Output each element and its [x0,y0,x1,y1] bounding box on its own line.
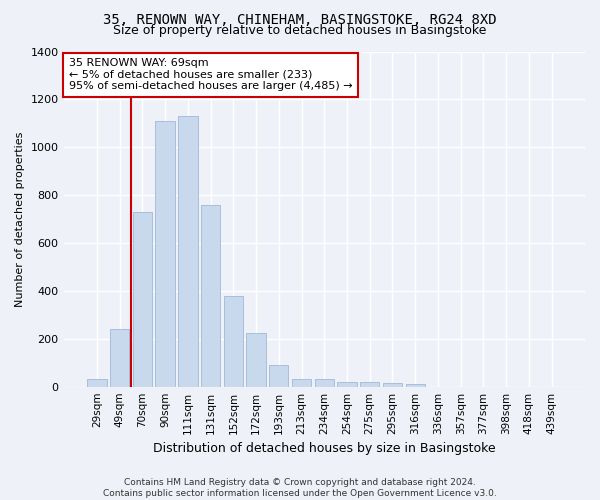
Bar [133,212,152,386]
Bar [383,383,402,386]
Bar [292,380,311,386]
Text: 35 RENOWN WAY: 69sqm
← 5% of detached houses are smaller (233)
95% of semi-detac: 35 RENOWN WAY: 69sqm ← 5% of detached ho… [69,58,352,92]
Text: Contains HM Land Registry data © Crown copyright and database right 2024.
Contai: Contains HM Land Registry data © Crown c… [103,478,497,498]
Text: Size of property relative to detached houses in Basingstoke: Size of property relative to detached ho… [113,24,487,37]
Bar [87,380,107,386]
Bar [360,382,379,386]
Bar [155,121,175,386]
Bar [110,329,130,386]
Bar [178,116,197,386]
Y-axis label: Number of detached properties: Number of detached properties [15,132,25,307]
Bar [224,296,243,386]
Bar [406,384,425,386]
Bar [337,382,356,386]
Bar [247,333,266,386]
Bar [314,380,334,386]
X-axis label: Distribution of detached houses by size in Basingstoke: Distribution of detached houses by size … [153,442,496,455]
Text: 35, RENOWN WAY, CHINEHAM, BASINGSTOKE, RG24 8XD: 35, RENOWN WAY, CHINEHAM, BASINGSTOKE, R… [103,12,497,26]
Bar [201,204,220,386]
Bar [269,365,289,386]
